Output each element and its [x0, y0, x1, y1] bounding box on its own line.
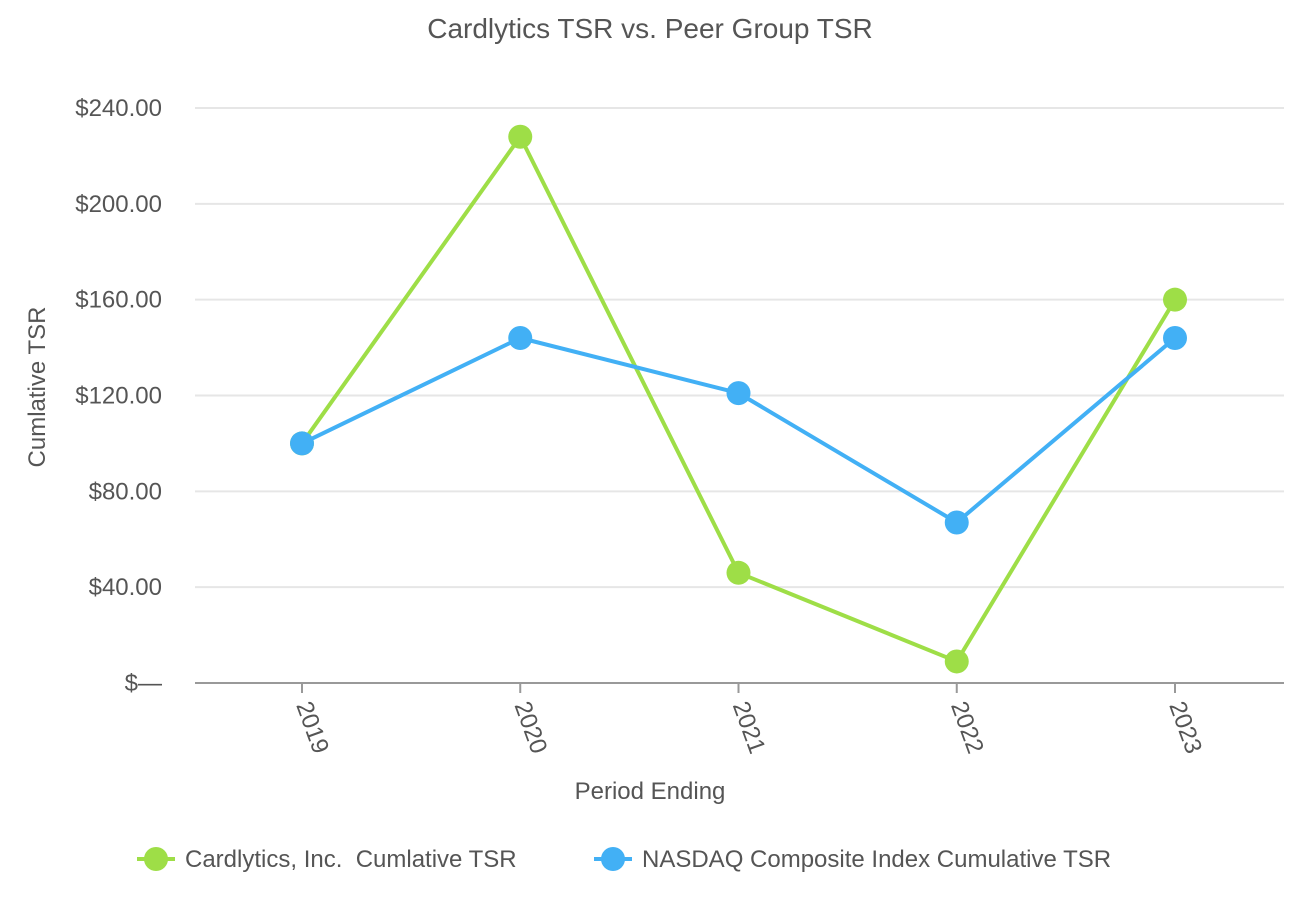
data-point[interactable]	[944, 510, 969, 535]
chart-title: Cardlytics TSR vs. Peer Group TSR	[427, 13, 873, 44]
data-point[interactable]	[508, 124, 533, 149]
y-tick-label: $—	[125, 670, 162, 697]
y-axis-title: Cumlative TSR	[24, 307, 51, 468]
gridlines	[195, 107, 1284, 589]
legend[interactable]: Cardlytics, Inc. Cumlative TSR NASDAQ Com…	[137, 846, 1111, 873]
series-2	[290, 326, 1187, 535]
y-tick-label: $120.00	[75, 383, 162, 410]
x-tick-label: 2019	[290, 698, 334, 757]
legend-label: Cardlytics, Inc. Cumlative TSR	[185, 846, 517, 873]
data-point[interactable]	[944, 649, 969, 674]
data-point[interactable]	[726, 381, 751, 406]
legend-marker	[144, 847, 168, 871]
data-point[interactable]	[290, 431, 314, 456]
y-tick-label: $200.00	[75, 191, 162, 218]
data-point[interactable]	[1163, 287, 1187, 312]
data-point[interactable]	[1163, 326, 1187, 350]
x-axis-title: Period Ending	[575, 778, 726, 805]
y-tick-label: $80.00	[89, 478, 162, 505]
data-point[interactable]	[726, 560, 751, 585]
series-layer	[290, 124, 1187, 674]
legend-marker	[601, 847, 625, 871]
legend-label: NASDAQ Composite Index Cumulative TSR	[642, 846, 1111, 873]
axes: $— $40.00 $80.00 $120.00 $160.00 $200.00 $240.…	[75, 95, 1284, 757]
x-tick-label: 2023	[1163, 698, 1207, 757]
y-tick-label: $160.00	[75, 287, 162, 314]
x-tick-label: 2021	[727, 698, 771, 757]
legend-item-1[interactable]: Cardlytics, Inc. Cumlative TSR	[137, 846, 517, 873]
data-point[interactable]	[508, 326, 533, 350]
series-line	[300, 336, 1177, 525]
y-tick-label: $240.00	[75, 95, 162, 122]
x-tick-label: 2022	[945, 698, 989, 757]
x-tick-label: 2020	[509, 698, 553, 757]
legend-item-2[interactable]: NASDAQ Composite Index Cumulative TSR	[594, 846, 1111, 873]
y-tick-label: $40.00	[89, 574, 162, 601]
